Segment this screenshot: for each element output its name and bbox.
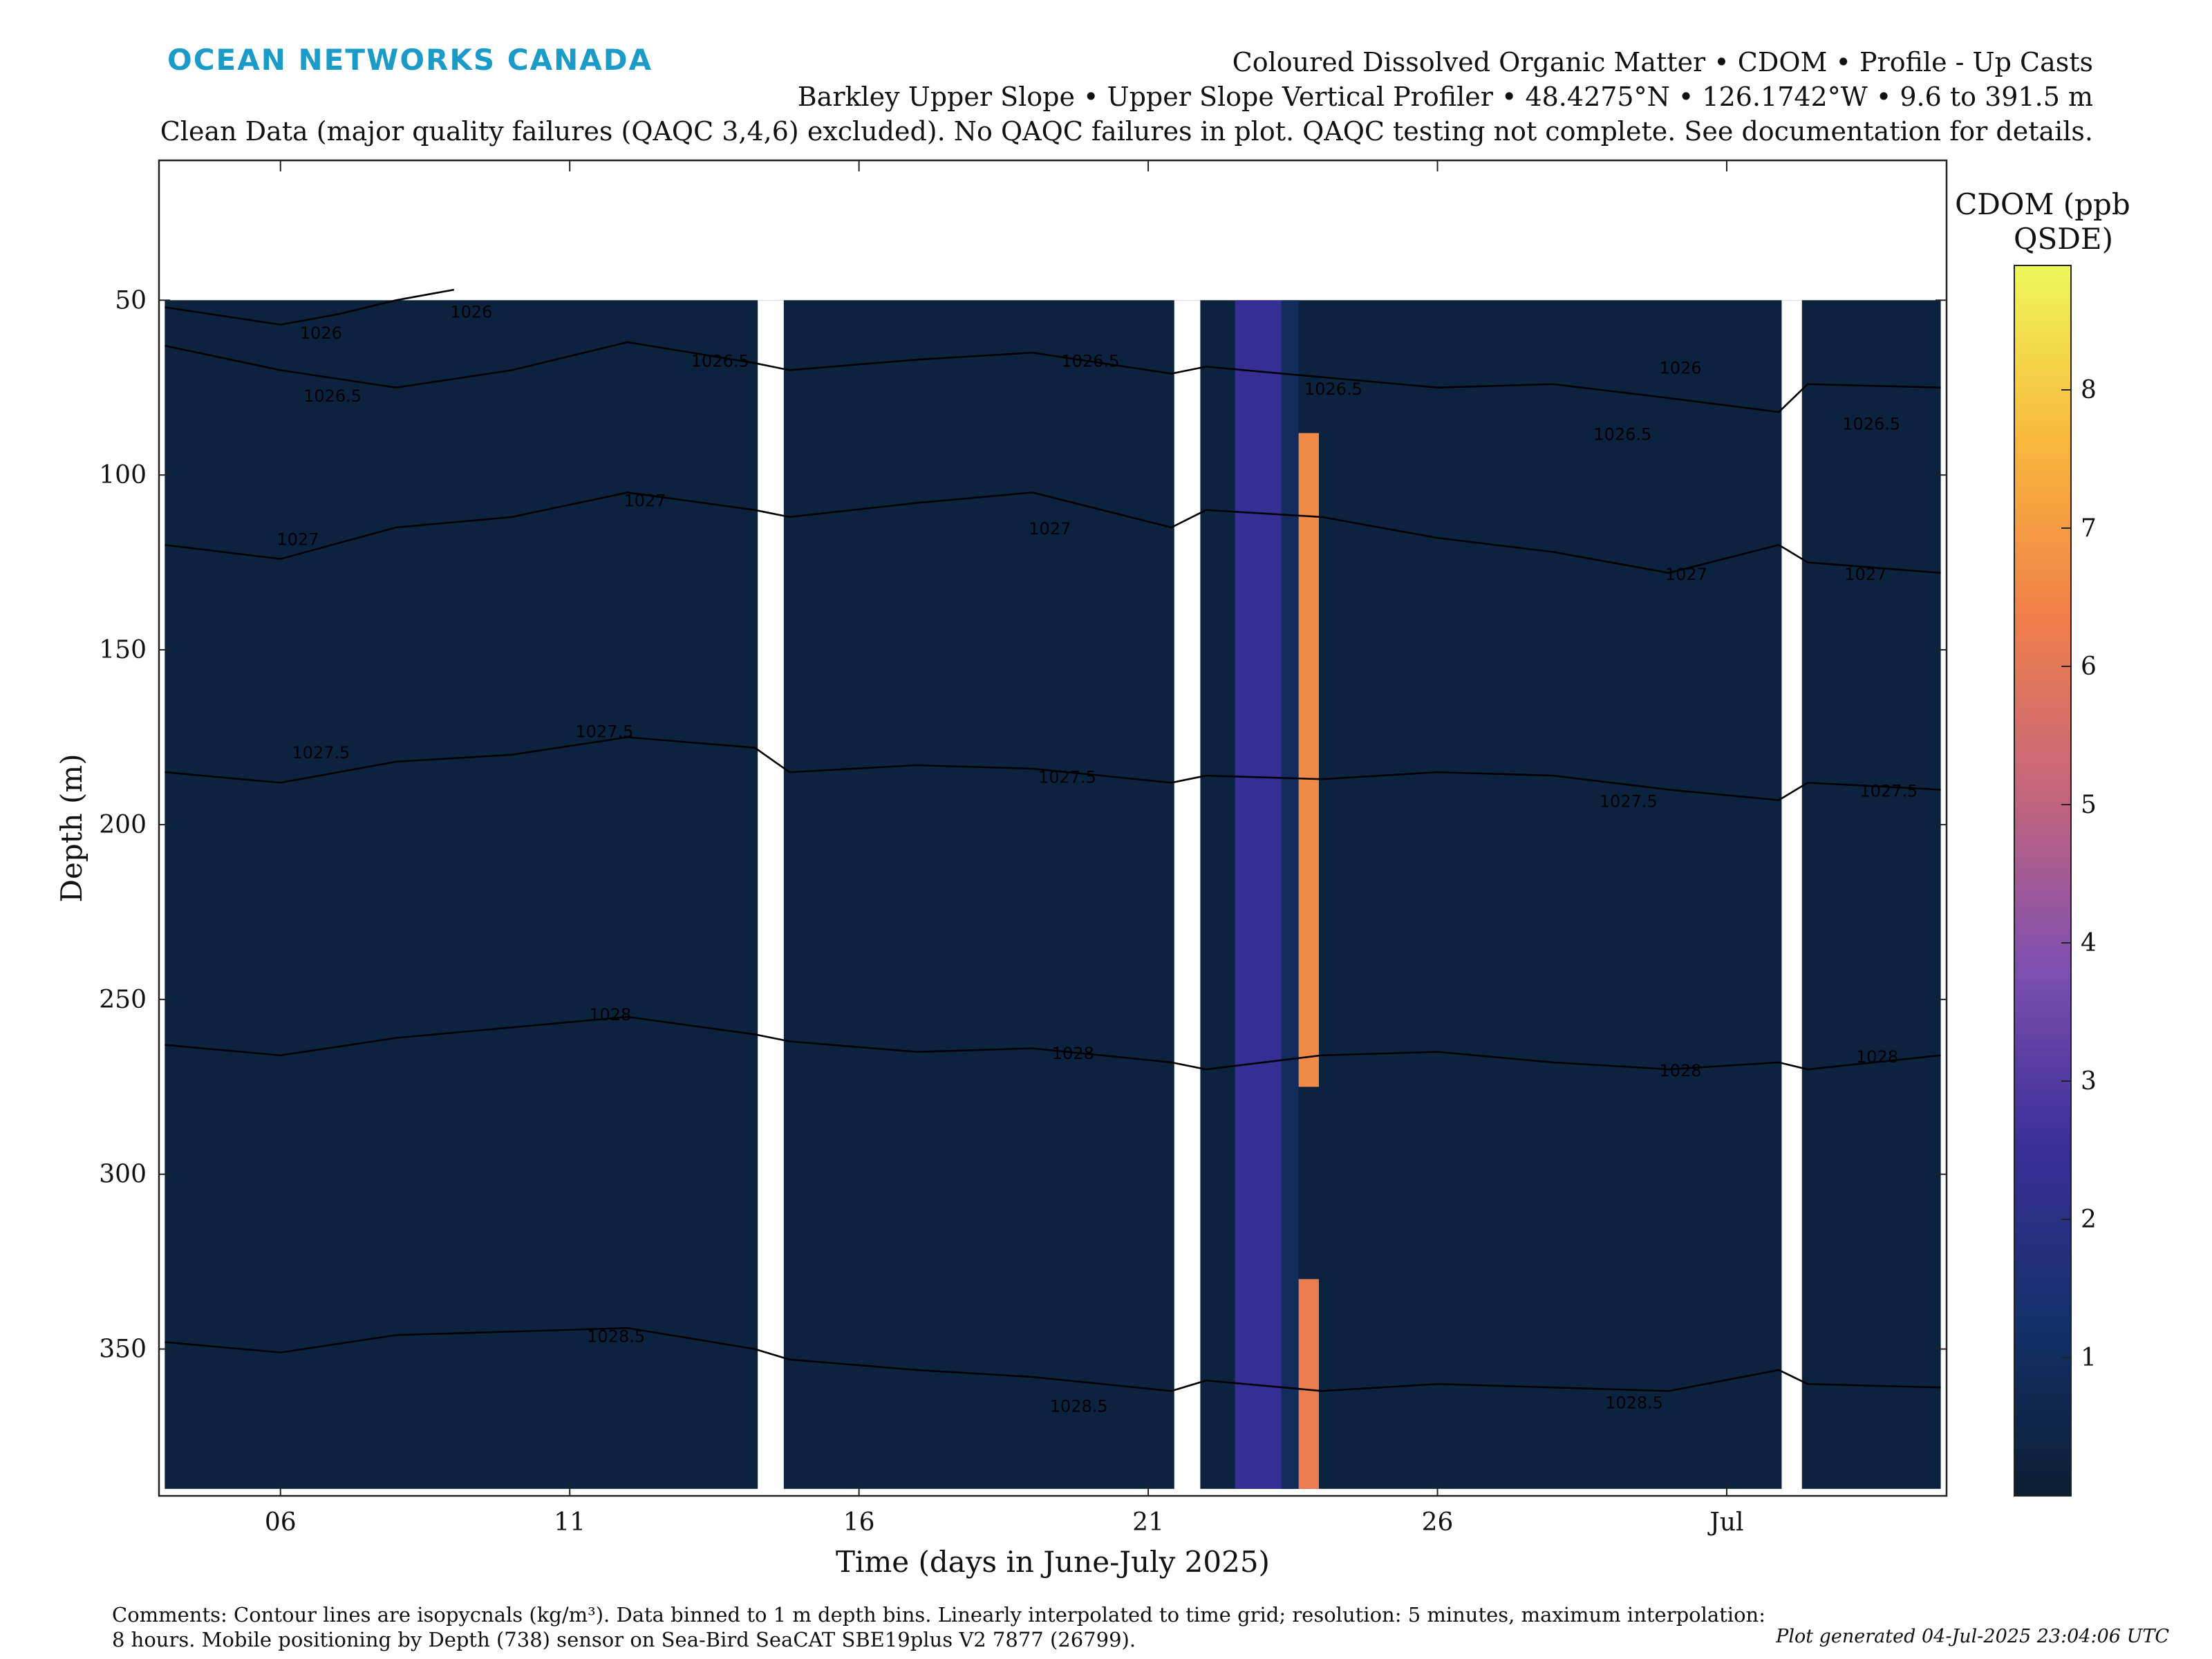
- colorbar-label-line1: CDOM (ppb: [1955, 187, 2130, 221]
- isopycnal-1028.5: [165, 1327, 1941, 1392]
- contour-label: 1026.5: [1304, 379, 1362, 399]
- isopycnal-1028: [165, 1015, 1941, 1071]
- x-tick-label: 21: [1132, 1508, 1164, 1537]
- heatmap-background: [165, 300, 1941, 1489]
- colorbar-tick-label: 1: [2081, 1344, 2097, 1372]
- heatmap-layer: [165, 300, 1941, 1496]
- x-tick-label: 16: [843, 1508, 875, 1537]
- y-tick-label: 250: [99, 986, 147, 1014]
- contour-label: 1028.5: [1605, 1394, 1663, 1413]
- cdom-high-band: [1298, 433, 1319, 1087]
- footer-comments-line1: Comments: Contour lines are isopycnals (…: [112, 1603, 1765, 1627]
- colorbar-label-line2: QSDE): [2014, 222, 2113, 256]
- x-tick-label: Jul: [1707, 1508, 1743, 1537]
- y-tick-label: 350: [99, 1335, 147, 1364]
- contour-label: 1026: [1659, 359, 1701, 378]
- colorbar: [2014, 265, 2072, 1497]
- colorbar-tick-label: 3: [2081, 1067, 2097, 1096]
- isopycnal-1027.5: [165, 736, 1941, 801]
- plot-frame: [158, 159, 1948, 1497]
- chart-title: Coloured Dissolved Organic Matter • CDOM…: [1232, 47, 2093, 77]
- colorbar-tick-label: 6: [2081, 653, 2097, 681]
- isopycnal-1026.5: [165, 341, 1941, 413]
- isopycnal-1027: [165, 491, 1941, 574]
- isopycnal-layer: 1026 1026 1026.5 1026.5 1026.5 1026.5 1026 1026…: [165, 288, 1941, 1416]
- chart-subtitle-location: Barkley Upper Slope • Upper Slope Vertic…: [797, 82, 2093, 112]
- contour-label: 1027.5: [1600, 792, 1658, 812]
- contour-label: 1028.5: [587, 1327, 645, 1346]
- y-tick-label: 100: [99, 461, 147, 489]
- data-gap: [758, 300, 784, 1496]
- contour-label: 1026.5: [691, 351, 749, 371]
- y-axis-label: Depth (m): [55, 753, 88, 902]
- contour-label: 1026: [450, 303, 492, 322]
- contour-label: 1027.5: [575, 722, 633, 742]
- contour-label: 1027: [1029, 519, 1071, 538]
- colorbar-tick-label: 8: [2081, 376, 2097, 404]
- x-tick-label: 11: [554, 1508, 585, 1537]
- x-tick-label: 06: [265, 1508, 297, 1537]
- y-tick-label: 300: [99, 1161, 147, 1189]
- contour-label: 1026.5: [1593, 425, 1651, 444]
- contour-label: 1026.5: [303, 386, 362, 406]
- y-tick-label: 50: [115, 286, 147, 315]
- contour-label: 1027.5: [292, 743, 350, 762]
- contour-label: 1028: [1052, 1044, 1094, 1063]
- isopycnal-1026: [165, 288, 455, 326]
- plot-generated-timestamp: Plot generated 04-Jul-2025 23:04:06 UTC: [1776, 1626, 2169, 1647]
- contour-label: 1028: [1856, 1047, 1898, 1067]
- data-gap: [1174, 300, 1201, 1496]
- contour-label: 1027: [1844, 565, 1886, 584]
- colorbar-tick-label: 4: [2081, 929, 2097, 957]
- colorbar-tick-label: 5: [2081, 791, 2097, 819]
- contour-label: 1026.5: [1842, 414, 1900, 433]
- chart-subtitle-qaqc: Clean Data (major quality failures (QAQC…: [160, 116, 2093, 147]
- contour-label: 1028.5: [1050, 1397, 1108, 1416]
- cdom-high-band: [1281, 300, 1299, 1489]
- x-tick-label: 26: [1422, 1508, 1454, 1537]
- footer-comments-line2: 8 hours. Mobile positioning by Depth (73…: [112, 1628, 1136, 1651]
- y-axis: 50 100 150 200 250 300 350: [99, 286, 1947, 1364]
- colorbar-tick-label: 2: [2081, 1206, 2097, 1234]
- cdom-high-band: [1235, 300, 1282, 1489]
- colorbar-tick-label: 7: [2081, 514, 2097, 543]
- contour-label: 1027: [276, 529, 319, 549]
- contour-label: 1027: [1665, 565, 1707, 584]
- colorbar-ticks: 1 2 3 4 5 6 7 8: [2061, 376, 2097, 1372]
- cdom-high-band: [1298, 1279, 1319, 1489]
- x-axis: 06 11 16 21 26 Jul: [265, 160, 1744, 1537]
- y-tick-label: 150: [99, 636, 147, 664]
- brand-logo-text: OCEAN NETWORKS CANADA: [167, 43, 653, 77]
- contour-label: 1027: [624, 491, 666, 511]
- contour-label: 1027.5: [1038, 767, 1096, 787]
- x-axis-label: Time (days in June-July 2025): [836, 1545, 1270, 1579]
- y-tick-label: 200: [99, 811, 147, 839]
- contour-label: 1026.5: [1061, 351, 1119, 371]
- data-gap: [1781, 300, 1802, 1496]
- contour-label: 1028: [589, 1005, 631, 1024]
- contour-label: 1027.5: [1859, 781, 1918, 800]
- footer-comments: Comments: Contour lines are isopycnals (…: [112, 1602, 1826, 1652]
- contour-label: 1028: [1659, 1061, 1701, 1080]
- contour-label: 1026: [300, 324, 342, 343]
